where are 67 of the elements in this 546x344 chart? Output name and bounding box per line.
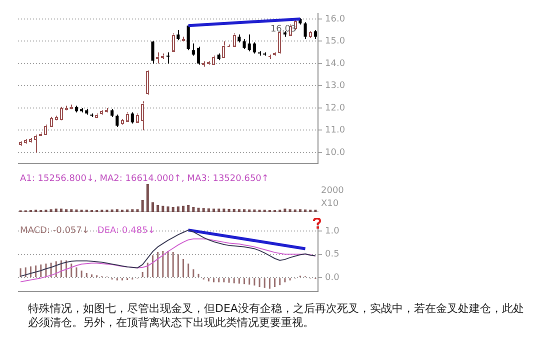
- bar: [248, 209, 251, 212]
- bar: [176, 206, 180, 212]
- bar: [202, 208, 205, 212]
- bar: [54, 208, 58, 212]
- bar: [218, 208, 220, 212]
- bar: [156, 205, 160, 212]
- candlestick: [304, 22, 307, 40]
- bar: [151, 202, 154, 212]
- y-tick-label: 16.0: [325, 14, 346, 24]
- candlestick: [242, 38, 246, 50]
- bar: [116, 209, 118, 212]
- bar: [141, 200, 144, 212]
- text: X10: [321, 198, 339, 209]
- bar: [294, 209, 296, 212]
- text: 特殊情况，如图七，尽管出现金叉，但DEA没有企稳，之后再次死叉，实战中，若在金叉处建仓，此处必须清仓。另外，在顶背离状态下出现此类情况更要重视。: [28, 302, 525, 330]
- bar: [182, 206, 185, 212]
- text: MACD: -0.057↓: [20, 226, 90, 236]
- y-tick-label: 10.0: [325, 148, 346, 158]
- bar: [298, 209, 302, 212]
- bar: [60, 208, 62, 212]
- bar: [197, 208, 200, 212]
- bar: [70, 209, 73, 212]
- bar: [162, 206, 164, 212]
- bar: [172, 206, 174, 212]
- candlestick: [196, 46, 200, 66]
- bar: [243, 209, 246, 212]
- bar: [136, 209, 139, 212]
- candlestick: [130, 112, 134, 124]
- bar: [284, 208, 286, 212]
- bar: [146, 184, 149, 212]
- y-tick-label: 0.0: [325, 272, 340, 283]
- bar: [75, 209, 78, 212]
- candlestick: [186, 25, 190, 51]
- text: 2000: [321, 186, 344, 196]
- bar: [192, 206, 195, 212]
- candlestick: [176, 30, 180, 41]
- bar: [304, 209, 307, 212]
- bar: [228, 208, 230, 212]
- bar: [212, 208, 216, 212]
- bar: [207, 208, 210, 212]
- bar: [187, 205, 190, 212]
- bar: [50, 209, 52, 212]
- y-tick-label: 11.0: [325, 126, 346, 136]
- y-tick-label: 13.0: [325, 81, 346, 92]
- bar: [110, 209, 114, 212]
- y-tick-label: 15.0: [325, 36, 346, 47]
- bar: [253, 209, 256, 212]
- bar: [232, 208, 236, 212]
- candlestick: [252, 42, 256, 54]
- bar: [238, 209, 240, 212]
- bar: [166, 206, 170, 212]
- candlestick: [248, 34, 251, 52]
- candlestick: [166, 52, 170, 64]
- bar: [288, 209, 292, 212]
- bar: [222, 208, 226, 212]
- bar: [65, 209, 68, 212]
- text: DEA: 0.485↓: [97, 226, 156, 236]
- candlestick: [151, 40, 154, 64]
- y-tick-label: 1.0: [325, 226, 340, 236]
- y-tick-label: 0.5: [325, 250, 340, 260]
- chart-title: A1: 15256.800↓, MA2: 16614.000↑, MA3: 13520.650↑: [20, 174, 269, 184]
- bar: [131, 209, 134, 212]
- bar: [126, 209, 129, 212]
- candlestick: [192, 42, 195, 56]
- y-tick-label: 12.0: [325, 103, 346, 114]
- y-tick-label: 14.0: [325, 58, 346, 69]
- candlestick: [116, 114, 119, 128]
